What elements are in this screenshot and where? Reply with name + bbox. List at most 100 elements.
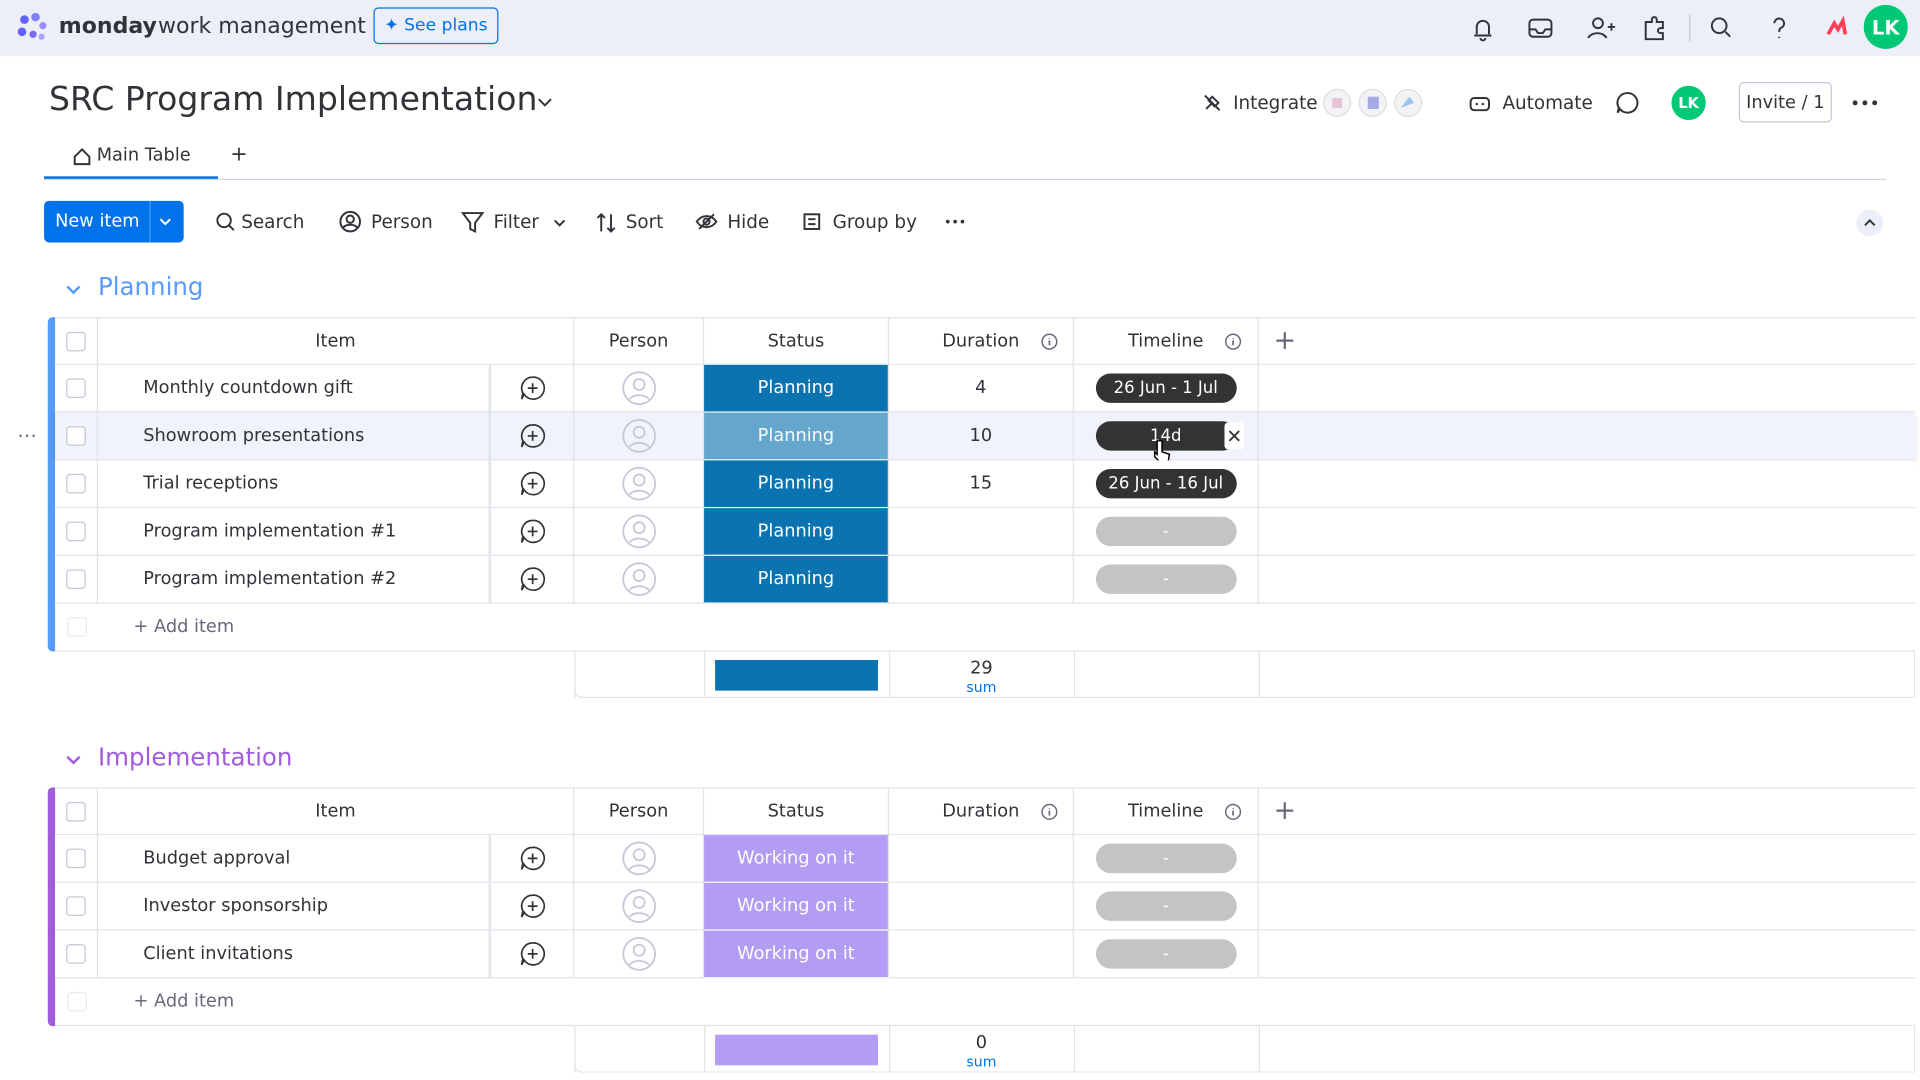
timeline-pill[interactable]: - [1095,516,1237,547]
duration-cell[interactable]: 15 [888,460,1074,509]
add-item-row[interactable]: + Add item [97,978,1916,1027]
item-name[interactable]: Client invitations [143,944,294,964]
group-title[interactable]: Implementation [97,742,293,772]
timeline-pill[interactable]: 14d [1095,421,1244,463]
item-name[interactable]: Program implementation #1 [143,521,397,542]
timeline-pill[interactable]: - [1095,939,1237,969]
hide-button[interactable]: Hide [727,210,770,233]
see-plans-button[interactable]: ✦ See plans [373,7,499,45]
timeline-pill[interactable]: 26 Jun - 16 Jul [1095,468,1237,499]
person-avatar[interactable] [620,513,657,550]
status-cell[interactable]: Working on it [704,882,889,931]
status-cell[interactable]: Planning [704,460,889,509]
item-name[interactable]: Budget approval [143,848,291,869]
item-name[interactable]: Showroom presentations [143,426,365,446]
duration-cell[interactable] [888,835,1074,883]
row-menu[interactable]: ⋯ [17,423,37,447]
search-button[interactable]: Search [241,210,305,233]
group-title[interactable]: Planning [97,271,204,302]
status-cell[interactable]: Working on it [704,930,889,979]
column-info[interactable] [1223,802,1243,826]
duration-cell[interactable] [888,508,1074,556]
invite-button[interactable]: Invite / 1 [1738,82,1832,123]
status-cell[interactable]: Planning [704,555,889,604]
column-header[interactable]: Status [704,787,889,836]
item-name[interactable]: Trial receptions [143,473,279,494]
column-info[interactable] [1040,802,1060,826]
column-header[interactable]: Duration [888,787,1074,836]
item-name[interactable]: Monthly countdown gift [143,378,353,398]
board-avatar[interactable]: LK [1671,85,1706,121]
row-checkbox[interactable] [66,378,86,398]
board-title[interactable]: SRC Program Implementation [48,80,538,119]
add-update[interactable] [519,470,546,497]
column-header[interactable]: Timeline [1073,787,1259,836]
person-avatar[interactable] [620,418,657,455]
tab-main-table[interactable]: Main Table [96,145,191,166]
add-update[interactable] [519,422,546,449]
row-checkbox[interactable] [66,569,86,589]
person-avatar[interactable] [620,561,657,598]
status-cell[interactable]: Planning [704,508,889,556]
row-checkbox[interactable] [66,521,86,542]
add-tab[interactable]: + [230,142,248,167]
board-menu[interactable] [1850,91,1879,115]
group-by-button[interactable]: Group by [832,210,917,233]
timeline-pill[interactable]: 26 Jun - 1 Jul [1095,373,1237,403]
duration-cell[interactable] [888,882,1074,931]
column-header[interactable]: Item [97,317,575,365]
column-header[interactable]: Item [97,787,575,836]
item-name[interactable]: Investor sponsorship [143,896,328,916]
person-avatar[interactable] [620,840,657,877]
add-column[interactable]: + [1258,787,1916,836]
person-filter-button[interactable]: Person [371,210,433,233]
item-name[interactable]: Program implementation #2 [143,569,397,589]
row-checkbox[interactable] [66,426,86,446]
row-checkbox[interactable] [66,944,86,964]
filter-button[interactable]: Filter [493,210,539,233]
clear-timeline[interactable] [1223,422,1244,454]
new-item-button[interactable]: New item [44,200,184,243]
duration-cell[interactable]: 10 [888,412,1074,461]
person-avatar[interactable] [620,465,657,502]
add-update[interactable] [519,845,546,872]
title-chevron[interactable] [535,93,555,113]
timeline-pill[interactable]: - [1095,843,1237,874]
add-update[interactable] [519,893,546,920]
person-avatar[interactable] [620,888,657,925]
column-header[interactable]: Person [574,787,705,836]
integrate-button[interactable]: Integrate [1233,91,1318,114]
add-update[interactable] [519,375,546,402]
status-cell[interactable]: Planning [704,412,889,461]
updates-icon[interactable] [1614,89,1641,116]
status-cell[interactable]: Working on it [704,835,889,883]
add-update[interactable] [519,940,546,967]
add-item-row[interactable]: + Add item [97,604,1916,652]
group-collapse[interactable] [64,751,84,775]
row-checkbox[interactable] [66,848,86,869]
collapse-header[interactable] [1854,208,1886,237]
column-info[interactable] [1223,332,1243,356]
group-collapse[interactable] [64,280,84,304]
user-avatar[interactable]: LK [1863,4,1908,49]
row-checkbox[interactable] [66,896,86,916]
row-checkbox[interactable] [66,473,86,494]
duration-cell[interactable] [888,555,1074,604]
duration-cell[interactable] [888,930,1074,979]
person-avatar[interactable] [620,370,657,407]
column-header[interactable]: Person [574,317,705,365]
column-header[interactable]: Timeline [1073,317,1259,365]
add-update[interactable] [519,518,546,545]
person-avatar[interactable] [620,936,657,973]
timeline-pill[interactable]: - [1095,891,1237,921]
sort-button[interactable]: Sort [625,210,664,233]
column-header[interactable]: Status [704,317,889,365]
duration-cell[interactable]: 4 [888,364,1074,413]
add-update[interactable] [519,566,546,593]
add-column[interactable]: + [1258,317,1916,365]
column-header[interactable]: Duration [888,317,1074,365]
timeline-pill[interactable]: - [1095,564,1237,594]
status-cell[interactable]: Planning [704,364,889,413]
automate-button[interactable]: Automate [1502,91,1593,114]
column-info[interactable] [1040,332,1060,356]
